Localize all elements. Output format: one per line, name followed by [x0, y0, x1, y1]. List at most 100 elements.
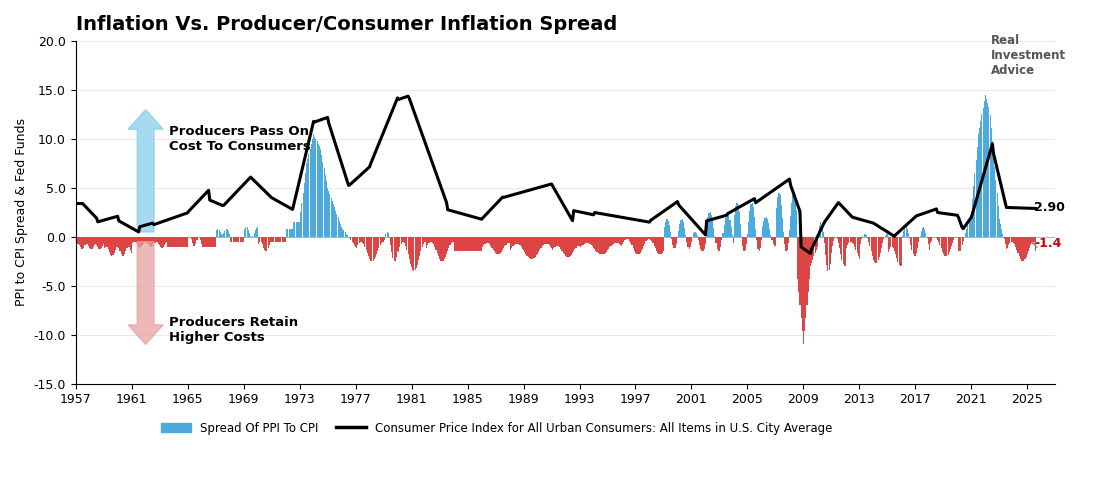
Bar: [272, 237, 273, 242]
Bar: [651, 237, 652, 241]
Bar: [992, 141, 993, 237]
Bar: [588, 237, 589, 243]
Bar: [538, 237, 539, 252]
Bar: [267, 237, 269, 248]
Bar: [504, 237, 505, 246]
Bar: [958, 237, 959, 251]
Bar: [224, 231, 225, 237]
Bar: [261, 237, 262, 242]
Bar: [755, 229, 756, 237]
Bar: [173, 237, 175, 246]
Bar: [423, 237, 424, 244]
Bar: [249, 233, 250, 237]
Bar: [823, 232, 824, 237]
Bar: [436, 237, 438, 253]
Bar: [491, 237, 492, 246]
Bar: [655, 237, 656, 248]
Bar: [671, 237, 672, 239]
Bar: [160, 237, 161, 247]
Bar: [507, 237, 508, 244]
Bar: [734, 215, 735, 237]
Bar: [256, 228, 257, 237]
Bar: [832, 237, 833, 245]
Bar: [512, 237, 513, 248]
Bar: [808, 237, 809, 292]
Bar: [797, 237, 798, 279]
Bar: [161, 237, 162, 247]
Bar: [385, 237, 386, 240]
Bar: [154, 237, 155, 245]
Bar: [857, 237, 859, 256]
Bar: [983, 101, 985, 237]
Bar: [552, 237, 554, 249]
Bar: [972, 199, 974, 237]
Bar: [830, 237, 831, 264]
Bar: [307, 159, 308, 237]
Bar: [77, 237, 78, 244]
Bar: [104, 237, 105, 248]
Bar: [589, 237, 590, 244]
Bar: [255, 230, 256, 237]
Bar: [157, 237, 158, 242]
Bar: [573, 237, 575, 251]
Bar: [306, 164, 307, 237]
Bar: [833, 237, 834, 241]
Bar: [1027, 237, 1028, 254]
Bar: [75, 237, 76, 246]
Bar: [271, 237, 272, 242]
Bar: [961, 237, 962, 245]
Bar: [389, 237, 390, 238]
Bar: [136, 237, 137, 244]
Bar: [865, 234, 866, 237]
Bar: [449, 237, 450, 248]
Bar: [175, 237, 176, 246]
Bar: [165, 237, 166, 243]
Bar: [902, 236, 903, 237]
Bar: [398, 237, 399, 251]
Bar: [330, 197, 332, 237]
Bar: [646, 237, 648, 240]
Bar: [599, 237, 600, 254]
Bar: [659, 237, 660, 254]
Bar: [372, 237, 373, 261]
Bar: [818, 235, 819, 237]
Bar: [379, 237, 380, 245]
Bar: [883, 237, 884, 239]
Bar: [245, 227, 246, 237]
Bar: [183, 237, 185, 246]
Bar: [240, 237, 241, 242]
Bar: [985, 95, 986, 237]
Bar: [462, 237, 463, 251]
Bar: [455, 237, 456, 251]
Bar: [435, 237, 436, 250]
Text: Inflation Vs. Producer/Consumer Inflation Spread: Inflation Vs. Producer/Consumer Inflatio…: [75, 15, 617, 34]
Bar: [206, 237, 207, 246]
Bar: [703, 237, 704, 251]
Bar: [753, 207, 754, 237]
Bar: [803, 237, 804, 344]
Bar: [200, 237, 201, 241]
Bar: [811, 237, 812, 263]
Bar: [434, 237, 435, 247]
Bar: [954, 237, 955, 240]
Bar: [315, 139, 316, 237]
Bar: [369, 237, 370, 259]
Bar: [490, 237, 491, 245]
Bar: [804, 237, 806, 331]
Bar: [371, 237, 372, 261]
Bar: [813, 237, 814, 256]
Bar: [744, 237, 745, 251]
Bar: [403, 237, 404, 242]
Bar: [438, 237, 439, 256]
Bar: [112, 237, 113, 256]
Bar: [152, 237, 154, 246]
Bar: [770, 235, 771, 237]
Bar: [726, 214, 727, 237]
Bar: [945, 237, 946, 256]
Bar: [613, 237, 614, 244]
Bar: [627, 237, 628, 239]
FancyArrow shape: [128, 110, 164, 232]
Bar: [829, 237, 830, 270]
Bar: [93, 237, 94, 247]
Bar: [110, 237, 112, 255]
